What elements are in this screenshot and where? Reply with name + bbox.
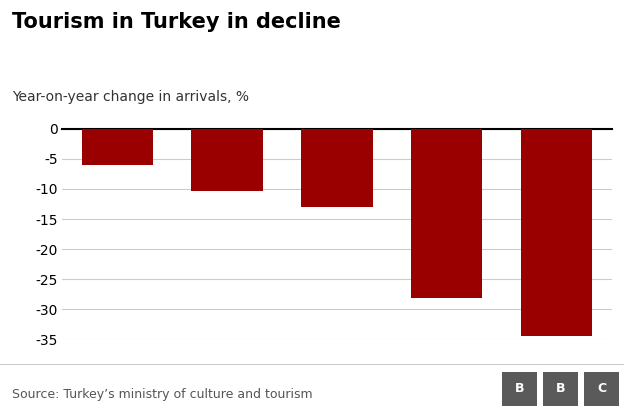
FancyBboxPatch shape	[543, 372, 578, 406]
Bar	[411, 129, 482, 298]
Bar	[192, 129, 263, 191]
Bar	[301, 129, 373, 207]
Text: Tourism in Turkey in decline: Tourism in Turkey in decline	[12, 12, 341, 32]
Bar	[82, 129, 153, 165]
Bar	[521, 129, 592, 337]
Text: B: B	[555, 382, 565, 395]
Text: B: B	[514, 382, 524, 395]
Text: C: C	[597, 382, 606, 395]
Text: Year-on-year change in arrivals, %: Year-on-year change in arrivals, %	[12, 90, 250, 104]
Text: Source: Turkey’s ministry of culture and tourism: Source: Turkey’s ministry of culture and…	[12, 388, 313, 401]
FancyBboxPatch shape	[502, 372, 537, 406]
FancyBboxPatch shape	[584, 372, 619, 406]
